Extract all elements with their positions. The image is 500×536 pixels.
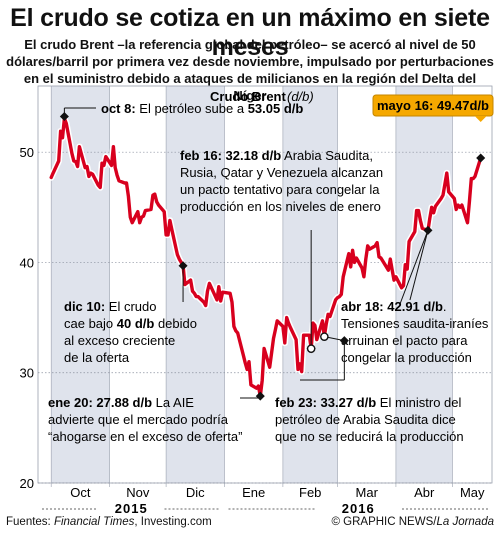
event-marker xyxy=(178,261,188,271)
event-marker xyxy=(59,112,69,122)
year-label: 2016 xyxy=(342,501,375,516)
y-tick-label: 50 xyxy=(20,145,34,160)
event-marker xyxy=(423,225,433,235)
x-tick-label: Feb xyxy=(299,485,321,500)
latest-value-badge xyxy=(372,94,494,117)
callout-ene-20: ene 20: 27.88 d/b La AIE advierte que el … xyxy=(48,395,242,444)
callout-oct-8: oct 8: El petróleo sube a 53.05 d/b xyxy=(101,101,303,116)
leader-line xyxy=(409,230,429,301)
source-rest: , Investing.com xyxy=(134,516,212,528)
event-marker-open xyxy=(320,332,329,341)
chart-title: Crudo Brent xyxy=(210,89,287,104)
credit-italic: La Jornada xyxy=(436,516,494,528)
chart-title-unit: (d/b) xyxy=(287,89,314,104)
x-tick-label: Dic xyxy=(186,485,205,500)
leader-line xyxy=(399,230,429,305)
callout-dic-10: dic 10: El crudo cae bajo 40 d/b debido al… xyxy=(64,299,197,365)
x-tick-label: May xyxy=(460,485,485,500)
x-tick-label: Abr xyxy=(414,485,435,500)
source-label: Fuentes: xyxy=(6,516,54,528)
credit: © GRAPHIC NEWS/La Jornada xyxy=(331,516,494,528)
badge-pointer xyxy=(474,116,487,122)
y-tick-label: 30 xyxy=(20,366,34,381)
callout-feb-16: feb 16: 32.18 d/b Arabia Saudita, Rusia, … xyxy=(180,148,383,214)
series-line xyxy=(49,116,483,398)
x-tick-label: Mar xyxy=(356,485,379,500)
credit-main: © GRAPHIC NEWS/ xyxy=(331,516,437,528)
source-ft: Financial Times xyxy=(53,516,135,528)
event-marker-open xyxy=(306,344,316,353)
callout-feb-23: feb 23: 33.27 d/b El ministro del petróle… xyxy=(275,395,464,444)
y-tick-label: 20 xyxy=(20,476,34,491)
x-tick-label: Nov xyxy=(126,485,150,500)
year-label: 2015 xyxy=(115,501,148,516)
callout-abr-18: abr 18: 42.91 d/b. Tensiones saudita-iran… xyxy=(341,299,489,365)
page-title: El crudo se cotiza en un máximo en siete… xyxy=(10,4,490,61)
y-tick-label: 40 xyxy=(20,255,34,270)
latest-value-label: mayo 16: 49.47d/b xyxy=(377,98,489,113)
source-note: Fuentes: Financial Times, Investing.com xyxy=(6,516,212,528)
event-marker xyxy=(476,153,486,163)
x-tick-label: Ene xyxy=(242,485,265,500)
x-tick-label: Oct xyxy=(70,485,91,500)
page-subtitle: El crudo Brent –la referencia global del… xyxy=(6,37,494,103)
plot-frame xyxy=(37,85,493,484)
month-band xyxy=(282,86,338,483)
